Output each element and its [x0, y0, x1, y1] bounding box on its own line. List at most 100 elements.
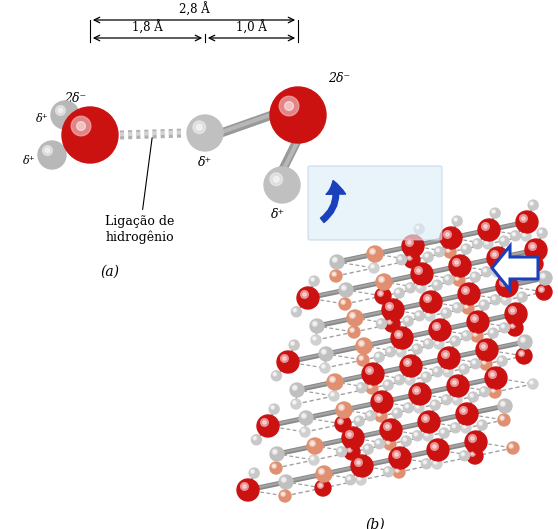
Circle shape [423, 431, 433, 441]
Circle shape [521, 260, 525, 264]
Circle shape [443, 396, 446, 400]
Circle shape [540, 288, 543, 291]
Polygon shape [487, 341, 525, 351]
Circle shape [453, 274, 465, 286]
Circle shape [462, 367, 463, 368]
Circle shape [368, 384, 372, 388]
Circle shape [316, 466, 332, 482]
Circle shape [331, 393, 334, 396]
Circle shape [470, 359, 480, 369]
Text: 2,8 Å: 2,8 Å [179, 3, 209, 17]
Circle shape [459, 451, 469, 461]
Circle shape [397, 291, 398, 293]
Polygon shape [177, 129, 181, 138]
Circle shape [471, 330, 483, 342]
Circle shape [309, 276, 319, 286]
Text: 2δ⁻: 2δ⁻ [328, 72, 350, 85]
Circle shape [291, 399, 301, 409]
Circle shape [395, 468, 399, 472]
Polygon shape [324, 464, 362, 475]
Polygon shape [296, 379, 335, 393]
Circle shape [525, 239, 547, 261]
Circle shape [519, 294, 522, 297]
Circle shape [494, 270, 496, 271]
Circle shape [193, 121, 205, 133]
Circle shape [490, 208, 500, 218]
Circle shape [415, 267, 422, 275]
Circle shape [444, 231, 451, 239]
Circle shape [323, 351, 325, 353]
Circle shape [377, 355, 378, 356]
Polygon shape [498, 248, 536, 260]
Circle shape [467, 448, 483, 464]
Polygon shape [306, 408, 344, 419]
Circle shape [415, 389, 418, 392]
Circle shape [380, 278, 383, 281]
Circle shape [482, 223, 489, 230]
Circle shape [392, 408, 402, 418]
Circle shape [540, 273, 545, 278]
Circle shape [387, 318, 392, 324]
Circle shape [415, 346, 416, 348]
Circle shape [463, 425, 466, 428]
Circle shape [374, 439, 384, 449]
Circle shape [446, 370, 447, 371]
Circle shape [333, 273, 335, 275]
Circle shape [294, 309, 296, 311]
Polygon shape [336, 252, 375, 263]
Circle shape [270, 462, 282, 474]
Polygon shape [335, 372, 373, 383]
Circle shape [273, 372, 277, 376]
Circle shape [320, 470, 323, 473]
Circle shape [405, 375, 415, 385]
Polygon shape [458, 377, 496, 387]
Circle shape [340, 406, 343, 409]
Circle shape [342, 301, 344, 303]
Circle shape [432, 323, 440, 330]
Circle shape [461, 331, 472, 341]
Polygon shape [336, 252, 376, 264]
Circle shape [441, 351, 449, 358]
Circle shape [396, 377, 400, 380]
Circle shape [327, 374, 343, 390]
Circle shape [492, 389, 494, 391]
Circle shape [374, 395, 382, 403]
Circle shape [416, 405, 419, 408]
Circle shape [453, 425, 455, 427]
Circle shape [368, 369, 371, 372]
Circle shape [393, 466, 405, 478]
Circle shape [470, 315, 478, 322]
Circle shape [537, 228, 547, 238]
Circle shape [344, 444, 360, 460]
Circle shape [396, 469, 398, 471]
Circle shape [348, 433, 351, 436]
Circle shape [312, 321, 317, 326]
Circle shape [470, 272, 480, 282]
Circle shape [59, 108, 62, 113]
Circle shape [469, 435, 477, 442]
Polygon shape [459, 256, 498, 268]
Polygon shape [268, 416, 306, 427]
Circle shape [463, 246, 466, 249]
Circle shape [283, 479, 285, 481]
Circle shape [297, 287, 319, 309]
Circle shape [435, 462, 436, 463]
Polygon shape [402, 327, 440, 341]
Circle shape [407, 378, 409, 379]
Circle shape [351, 314, 354, 317]
Circle shape [311, 335, 321, 345]
Polygon shape [478, 312, 517, 324]
Circle shape [453, 303, 463, 313]
Circle shape [497, 356, 507, 366]
Circle shape [321, 349, 326, 354]
Circle shape [433, 403, 434, 404]
Circle shape [480, 343, 487, 350]
Circle shape [372, 266, 373, 267]
Circle shape [530, 381, 533, 384]
Circle shape [355, 459, 362, 467]
Circle shape [270, 87, 326, 143]
Circle shape [507, 442, 519, 454]
Circle shape [465, 431, 487, 453]
Circle shape [387, 441, 389, 443]
Circle shape [472, 360, 475, 364]
